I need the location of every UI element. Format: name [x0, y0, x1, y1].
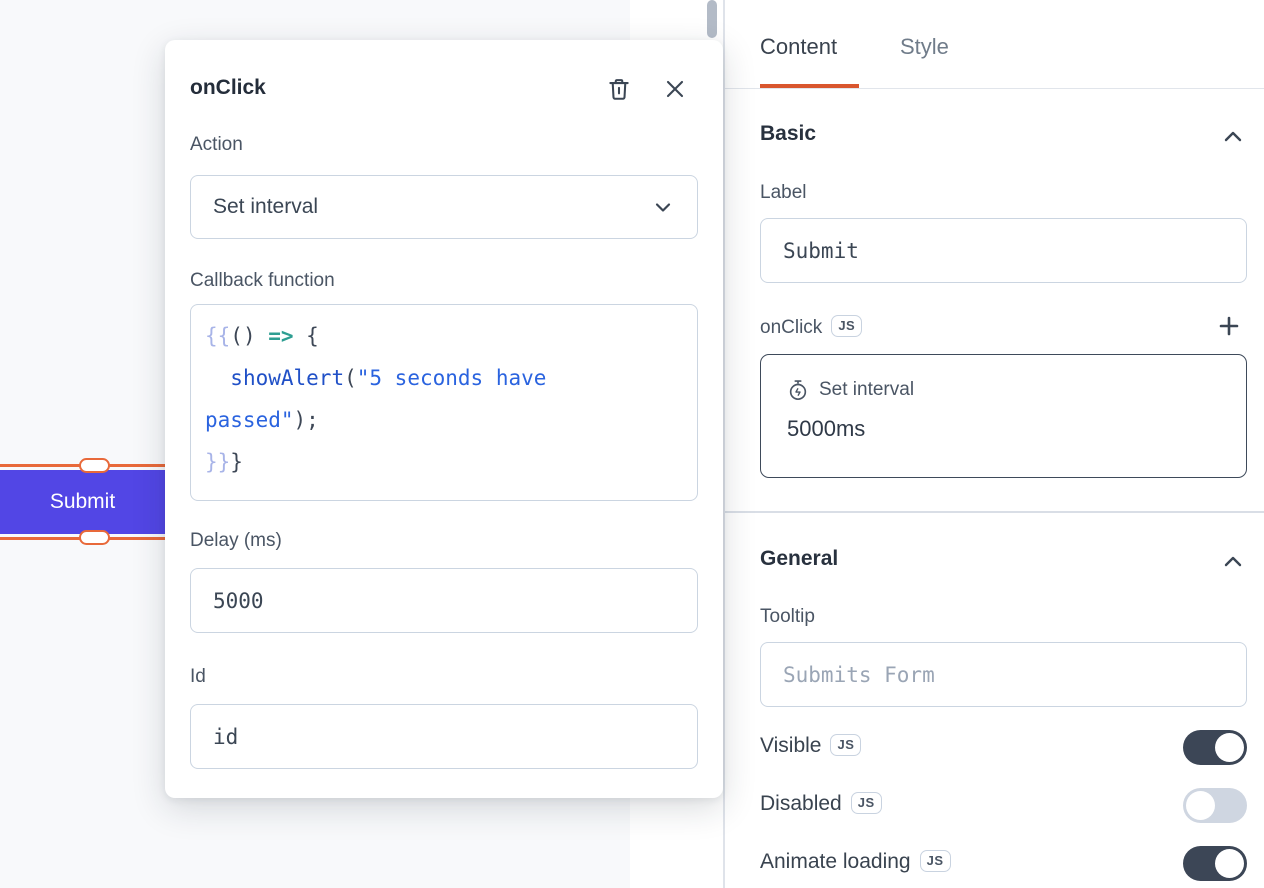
- action-card-title: Set interval: [819, 379, 915, 400]
- animate-loading-toggle-label: Animate loading JS: [760, 850, 951, 874]
- disabled-toggle-label: Disabled JS: [760, 792, 882, 816]
- visible-toggle-label-text: Visible: [760, 734, 822, 757]
- disabled-toggle-knob: [1186, 791, 1215, 820]
- onclick-property-label: onClick JS: [760, 315, 863, 339]
- panel-divider: [723, 0, 725, 888]
- onclick-action-modal: onClick Action Set interval Callback fun…: [165, 40, 723, 798]
- canvas-scrollbar-thumb[interactable]: [707, 0, 717, 38]
- callback-function-label: Callback function: [190, 270, 335, 291]
- delay-field-label: Delay (ms): [190, 530, 282, 551]
- animate-loading-toggle-knob: [1215, 849, 1244, 878]
- section-divider: [725, 511, 1264, 513]
- basic-section-heading[interactable]: Basic: [760, 122, 817, 145]
- plus-icon: [1219, 316, 1239, 336]
- visible-toggle-knob: [1215, 733, 1244, 762]
- onclick-property-label-text: onClick: [760, 317, 823, 338]
- canvas-submit-button-label: Submit: [49, 490, 116, 513]
- close-icon: [666, 80, 684, 98]
- widget-resize-handle-top[interactable]: [79, 458, 110, 473]
- action-card-subtitle: 5000ms: [787, 416, 866, 441]
- tab-style[interactable]: Style: [900, 34, 949, 59]
- chevron-down-icon: [651, 195, 675, 219]
- add-action-button[interactable]: [1213, 310, 1245, 342]
- visible-toggle-label: Visible JS: [760, 734, 862, 758]
- onclick-js-badge[interactable]: JS: [831, 315, 863, 337]
- stopwatch-icon: [787, 379, 809, 401]
- modal-title: onClick: [190, 76, 266, 99]
- id-field-input[interactable]: [190, 704, 698, 769]
- tab-active-underline: [760, 84, 859, 88]
- onclick-action-card[interactable]: Set interval 5000ms: [760, 354, 1247, 478]
- disabled-toggle-label-text: Disabled: [760, 792, 842, 815]
- tooltip-field-label: Tooltip: [760, 606, 815, 627]
- basic-collapse-chevron-up-icon[interactable]: [1222, 126, 1244, 148]
- animate-loading-toggle-label-text: Animate loading: [760, 850, 911, 873]
- disabled-js-badge[interactable]: JS: [850, 792, 882, 814]
- general-collapse-chevron-up-icon[interactable]: [1222, 551, 1244, 573]
- tabs-bottom-border: [725, 88, 1264, 89]
- visible-js-badge[interactable]: JS: [830, 734, 862, 756]
- label-field-label: Label: [760, 182, 807, 203]
- close-modal-button[interactable]: [661, 75, 689, 103]
- general-section-heading[interactable]: General: [760, 547, 839, 570]
- action-field-label: Action: [190, 134, 243, 155]
- property-panel: Content Style Basic Label onClick JS: [725, 0, 1264, 888]
- delay-field-input[interactable]: [190, 568, 698, 633]
- canvas-submit-button[interactable]: Submit: [0, 470, 165, 534]
- action-select-value: Set interval: [213, 195, 319, 218]
- id-field-label: Id: [190, 666, 206, 687]
- callback-function-editor[interactable]: {{() => { showAlert("5 seconds have passe…: [190, 304, 698, 501]
- widget-resize-handle-bottom[interactable]: [79, 530, 110, 545]
- action-select[interactable]: Set interval: [190, 175, 698, 239]
- delete-action-button[interactable]: [605, 75, 633, 103]
- animate-loading-js-badge[interactable]: JS: [919, 850, 951, 872]
- visible-toggle[interactable]: [1183, 730, 1247, 765]
- tab-content[interactable]: Content: [760, 34, 838, 59]
- label-field-input[interactable]: [760, 218, 1247, 283]
- disabled-toggle[interactable]: [1183, 788, 1247, 823]
- trash-icon: [609, 79, 629, 100]
- tooltip-field-input[interactable]: [760, 642, 1247, 707]
- animate-loading-toggle[interactable]: [1183, 846, 1247, 881]
